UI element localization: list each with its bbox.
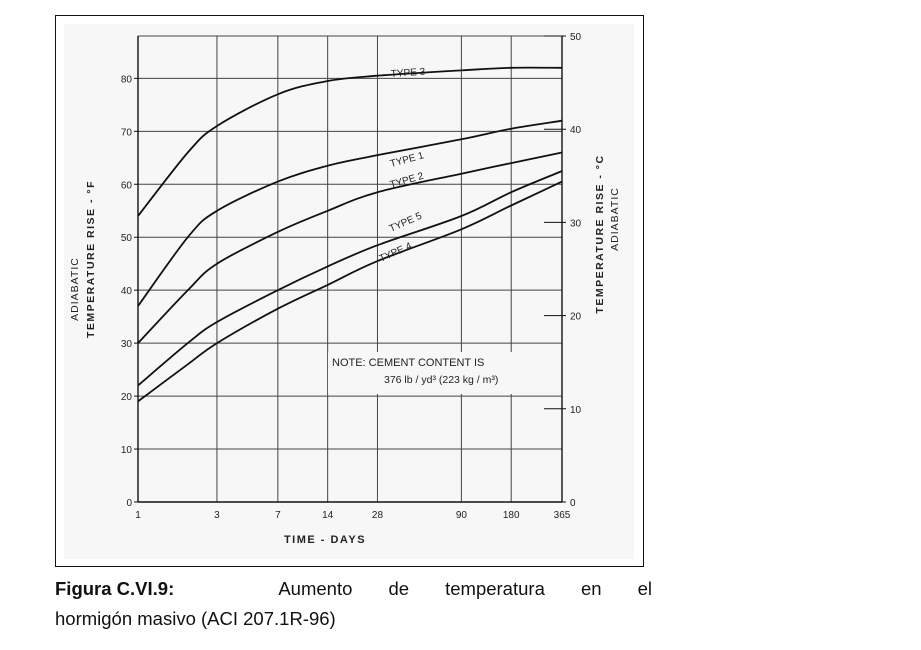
figure-frame: 0 10 20 30 40 50 60 70 80 0 10 20 30 40 50 1 3 7 14 28 90 180… <box>55 15 644 567</box>
series-line-type-1 <box>137 119 563 307</box>
caption-line-2: hormigón masivo (ACI 207.1R-96) <box>55 608 336 629</box>
y-right-title-line-2: ADIABATIC <box>609 187 621 251</box>
note-line-2: 376 lb / yd³ (223 kg / m³) <box>384 374 498 386</box>
y-left-tick-label: 60 <box>121 180 133 191</box>
x-tick-label: 7 <box>275 510 281 521</box>
caption-word: de <box>388 578 410 599</box>
y-right-tick-label: 30 <box>570 218 582 229</box>
caption-line-1: Figura C.VI.9: Aumento de temperatura en… <box>55 574 652 604</box>
y-right-tick-label: 50 <box>570 32 582 43</box>
x-tick-label: 3 <box>214 510 220 521</box>
figure-caption: Figura C.VI.9: Aumento de temperatura en… <box>55 574 652 634</box>
y-left-tick-label: 0 <box>126 498 132 509</box>
y-left-tick-label: 40 <box>121 286 133 297</box>
y-left-title-line-1: ADIABATIC <box>69 257 81 321</box>
y-left-tick-label: 30 <box>121 339 133 350</box>
y-left-tick-label: 70 <box>121 127 133 138</box>
caption-word: en <box>580 578 602 599</box>
chart-background <box>64 24 634 559</box>
caption-word: Aumento <box>278 578 353 599</box>
series-line-type-4 <box>137 180 563 403</box>
x-tick-label: 28 <box>372 510 384 521</box>
y-left-tick-label: 80 <box>121 74 133 85</box>
series-line-type-5 <box>137 170 563 387</box>
note-background <box>328 352 556 394</box>
x-axis-title: TIME - DAYS <box>284 534 366 546</box>
y-left-tick-label: 50 <box>121 233 133 244</box>
y-right-tick-label: 20 <box>570 312 582 323</box>
note-line-1: NOTE: CEMENT CONTENT IS <box>332 357 484 369</box>
series-line-type-3 <box>137 66 563 217</box>
x-tick-label: 180 <box>503 510 520 521</box>
series-line-type-2 <box>137 151 563 344</box>
caption-word: temperatura <box>445 578 545 599</box>
y-left-tick-label: 10 <box>121 445 133 456</box>
temperature-rise-chart: 0 10 20 30 40 50 60 70 80 0 10 20 30 40 50 1 3 7 14 28 90 180… <box>64 24 634 559</box>
y-right-tick-label: 0 <box>570 498 576 509</box>
x-tick-label: 90 <box>456 510 468 521</box>
x-tick-label: 14 <box>322 510 334 521</box>
y-right-tick-label: 10 <box>570 405 582 416</box>
series-label-type-3: TYPE 3 <box>390 67 426 80</box>
caption-label: Figura C.VI.9: <box>55 578 175 599</box>
y-left-tick-label: 20 <box>121 392 133 403</box>
caption-word: el <box>637 578 652 599</box>
y-left-title-line-2: TEMPERATURE RISE - °F <box>85 180 97 338</box>
y-right-title-line-1: TEMPERATURE RISE - °C <box>594 154 606 313</box>
y-right-tick-label: 40 <box>570 125 582 136</box>
x-tick-label: 1 <box>135 510 141 521</box>
x-tick-label: 365 <box>554 510 571 521</box>
